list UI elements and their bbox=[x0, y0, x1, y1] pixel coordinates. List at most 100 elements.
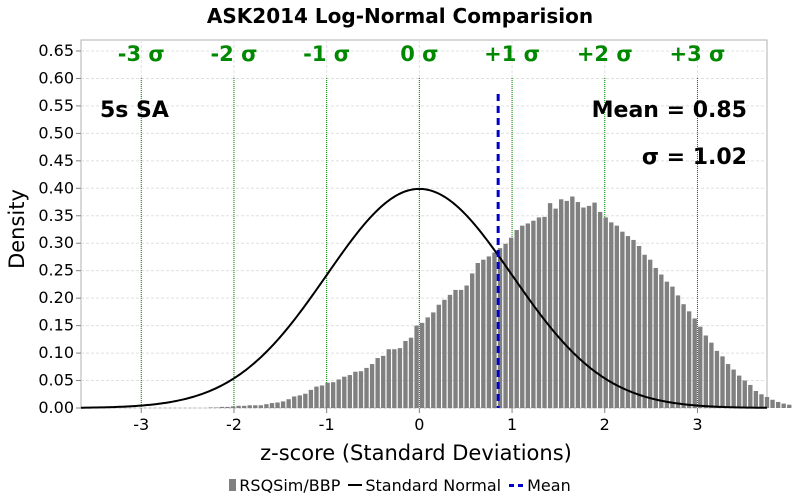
histogram-bar bbox=[230, 406, 236, 408]
histogram-bar bbox=[219, 406, 225, 408]
histogram-bar bbox=[475, 262, 480, 408]
histogram-bar bbox=[247, 405, 252, 408]
y-tick-label: 0.20 bbox=[38, 288, 74, 307]
histogram-bar bbox=[575, 202, 581, 408]
histogram-bar bbox=[503, 243, 508, 408]
histogram-bar bbox=[531, 220, 536, 408]
histogram-bar bbox=[781, 403, 786, 408]
histogram-bar bbox=[470, 273, 475, 408]
y-tick-label: 0.55 bbox=[38, 96, 74, 115]
histogram-bar bbox=[553, 208, 558, 408]
histogram-bar bbox=[381, 355, 386, 408]
histogram-bar bbox=[458, 289, 464, 408]
histogram-bar bbox=[686, 311, 692, 408]
histogram-bar bbox=[481, 259, 486, 408]
histogram-bar bbox=[241, 405, 247, 408]
y-tick-label: 0.40 bbox=[38, 178, 74, 197]
histogram-bar bbox=[592, 202, 597, 408]
x-tick-label: 3 bbox=[692, 415, 702, 434]
histogram-bar bbox=[759, 394, 764, 408]
histogram-bar bbox=[664, 281, 670, 408]
histogram-bar bbox=[547, 203, 553, 408]
histogram-bar bbox=[453, 289, 458, 408]
y-tick-label: 0.05 bbox=[38, 371, 74, 390]
histogram-bar bbox=[614, 225, 620, 408]
histogram-bar bbox=[492, 252, 497, 408]
y-tick-label: 0.50 bbox=[38, 123, 74, 142]
histogram-bar bbox=[342, 376, 347, 408]
histogram-bar bbox=[731, 369, 736, 408]
histogram-bar bbox=[353, 371, 358, 408]
histogram-bar bbox=[464, 285, 469, 408]
histogram-bar bbox=[603, 217, 608, 408]
chart-title: ASK2014 Log-Normal Comparision bbox=[206, 4, 594, 28]
histogram-bar bbox=[297, 395, 302, 408]
histogram-bar bbox=[714, 350, 720, 408]
dash-swatch-icon bbox=[509, 483, 524, 487]
histogram-bar bbox=[764, 397, 770, 408]
histogram-bar bbox=[559, 199, 564, 408]
histogram-bar bbox=[542, 216, 547, 408]
y-tick-label: 0.30 bbox=[38, 233, 74, 252]
histogram-bar bbox=[725, 364, 731, 408]
histogram-bar bbox=[692, 318, 697, 408]
histogram-bar bbox=[570, 196, 575, 408]
sigma-label: +1 σ bbox=[484, 42, 540, 66]
histogram-bar bbox=[403, 340, 408, 408]
line-swatch-icon bbox=[348, 484, 363, 486]
histogram-bar bbox=[364, 367, 369, 408]
histogram-bar bbox=[653, 267, 658, 408]
y-tick-label: 0.00 bbox=[38, 398, 74, 417]
histogram-bar bbox=[525, 223, 531, 408]
x-tick-label: -2 bbox=[226, 415, 242, 434]
histogram-bar bbox=[336, 379, 341, 408]
sigma-label: 0 σ bbox=[400, 42, 438, 66]
histogram-bar bbox=[742, 380, 747, 408]
histogram-bar bbox=[269, 403, 275, 408]
histogram-bar bbox=[414, 325, 419, 408]
histogram-bar bbox=[264, 404, 269, 408]
y-tick-label: 0.15 bbox=[38, 316, 74, 335]
histogram-bar bbox=[286, 399, 291, 408]
histogram-bar bbox=[431, 312, 436, 408]
histogram-bar bbox=[425, 317, 430, 408]
histogram-bar bbox=[770, 399, 775, 408]
histogram-bar bbox=[375, 358, 380, 408]
histogram-bar bbox=[581, 207, 586, 408]
histogram-bar bbox=[236, 405, 241, 408]
legend-label-rsqsim: RSQSim/BBP bbox=[239, 475, 341, 495]
chart-text-layer: 0.00 0.05 0.10 0.15 0.20 0.25 0.30 0.35 0.40 0.45… bbox=[5, 41, 747, 465]
histogram-bar bbox=[698, 326, 703, 408]
y-axis-label: Density bbox=[5, 189, 29, 269]
histogram-bar bbox=[720, 356, 725, 408]
x-axis-label: z-score (Standard Deviations) bbox=[260, 441, 572, 465]
y-tick-label: 0.60 bbox=[38, 68, 74, 87]
legend-label-mean: Mean bbox=[527, 475, 571, 495]
histogram-bar bbox=[486, 256, 492, 408]
histogram-bar bbox=[659, 274, 664, 408]
histogram-bar bbox=[625, 236, 631, 408]
histogram-bar bbox=[347, 375, 353, 408]
histogram-bar bbox=[408, 337, 414, 408]
y-tick-label: 0.25 bbox=[38, 261, 74, 280]
histogram-bar bbox=[308, 389, 314, 408]
histogram-bar bbox=[392, 349, 397, 408]
histogram-bar bbox=[564, 200, 569, 408]
y-tick-label: 0.10 bbox=[38, 343, 74, 362]
histogram-bar bbox=[325, 382, 330, 408]
histogram-bar bbox=[748, 384, 753, 408]
histogram-bar bbox=[208, 407, 213, 408]
histogram-bar bbox=[642, 254, 647, 408]
y-tick-label: 0.65 bbox=[38, 41, 74, 60]
sigma-annotation: σ = 1.02 bbox=[642, 145, 747, 170]
histogram-bar bbox=[214, 407, 219, 408]
histogram-bar bbox=[620, 231, 625, 408]
histogram-bar bbox=[397, 348, 403, 408]
sigma-label: -1 σ bbox=[303, 42, 350, 66]
histogram-bar bbox=[670, 286, 675, 408]
y-tick-label: 0.45 bbox=[38, 151, 74, 170]
y-tick-label: 0.35 bbox=[38, 206, 74, 225]
histogram-bar bbox=[253, 405, 258, 408]
histogram-bar bbox=[447, 294, 453, 408]
